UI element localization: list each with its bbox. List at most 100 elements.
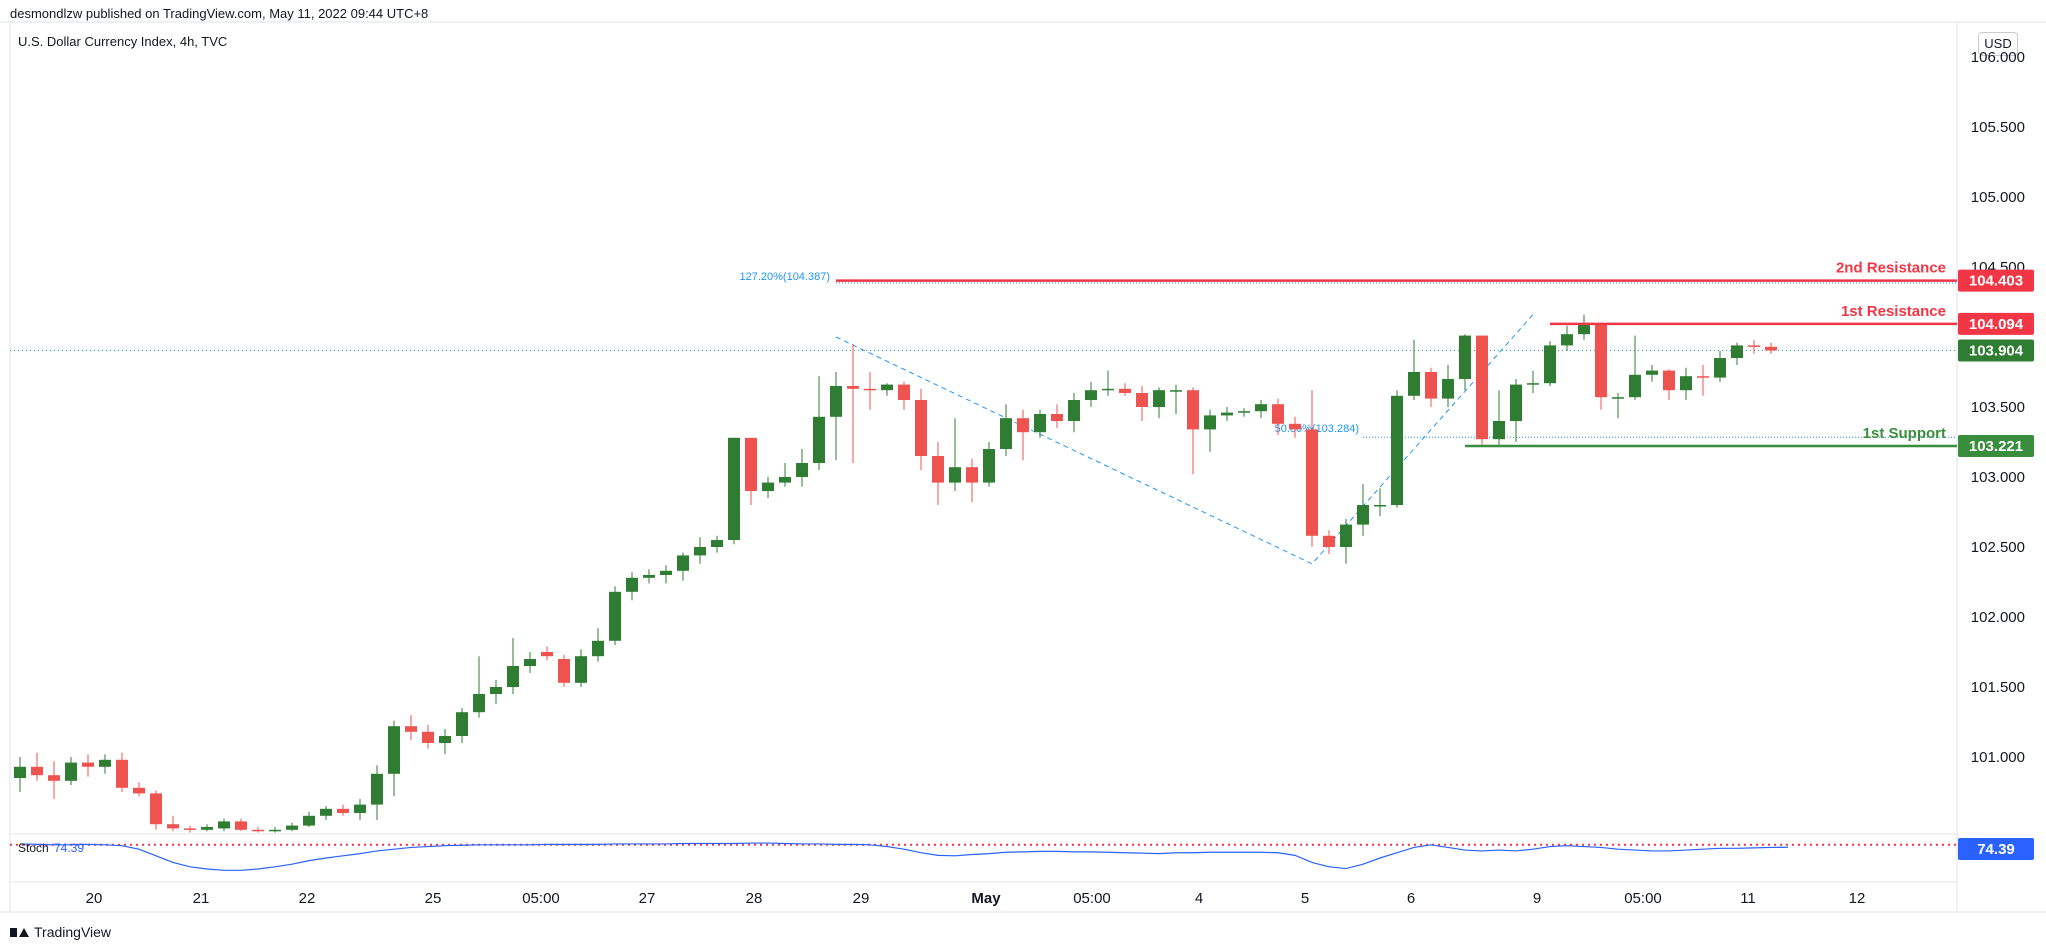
svg-text:74.39: 74.39 [54, 841, 84, 855]
svg-text:103.221: 103.221 [1969, 438, 2023, 455]
candle [1102, 370, 1114, 396]
time-tick: 22 [299, 890, 316, 907]
candle [218, 818, 230, 832]
tradingview-logo-icon [10, 926, 29, 938]
candle [1136, 386, 1148, 421]
tradingview-footer: TradingView [10, 924, 111, 940]
svg-text:104.403: 104.403 [1969, 273, 2023, 290]
svg-text:105.000: 105.000 [1971, 189, 2025, 206]
candle [1323, 530, 1335, 554]
candle [116, 752, 128, 792]
candle [99, 754, 111, 774]
level-1st-support: 1st Support 103.221 [1465, 425, 2034, 458]
stoch-value-tag: 74.39 [1958, 838, 2034, 860]
candle [541, 646, 553, 661]
candle [643, 569, 655, 584]
currency-button[interactable]: USD [1978, 32, 2018, 56]
candles-group [14, 314, 1777, 833]
candle [1221, 407, 1233, 421]
candle [1170, 384, 1182, 414]
price-axis: 106.000105.500105.000104.500103.500103.0… [1971, 49, 2025, 766]
price-tick: 103.000 [1971, 469, 2025, 486]
candle [184, 825, 196, 833]
level-2nd-resistance: 2nd Resistance 104.403 [836, 260, 2034, 292]
candle [626, 572, 638, 601]
price-tick: 106.000 [1971, 49, 2025, 66]
level-1st-resistance: 1st Resistance 104.094 [1550, 303, 2034, 335]
candle [915, 388, 927, 470]
candle [422, 724, 434, 749]
svg-text:4: 4 [1195, 890, 1203, 907]
candle [1748, 339, 1760, 354]
candle [1034, 409, 1046, 438]
candle [1714, 351, 1726, 382]
candle [592, 628, 604, 662]
candle [1255, 400, 1267, 419]
candle [1629, 335, 1641, 400]
candle [1000, 404, 1012, 456]
candle [745, 437, 757, 505]
candle [1425, 367, 1437, 407]
svg-text:11: 11 [1740, 890, 1756, 907]
svg-text:127.20%(104.387): 127.20%(104.387) [739, 271, 830, 283]
support-resistance-levels: 2nd Resistance 104.403 1st Resistance 104.0… [836, 260, 2034, 458]
svg-text:05:00: 05:00 [522, 890, 560, 907]
svg-text:05:00: 05:00 [1624, 890, 1662, 907]
fibonacci-drawing: 127.20%(104.387) 50.00%(103.284) [10, 271, 1957, 565]
svg-text:20: 20 [86, 890, 103, 907]
candle [1765, 342, 1777, 354]
time-tick: 6 [1407, 890, 1415, 907]
svg-text:106.000: 106.000 [1971, 49, 2025, 66]
candle [1578, 314, 1590, 340]
candle [1374, 488, 1386, 517]
candle [405, 715, 417, 741]
stochastic-pane: Stoch 74.39 74.39 [10, 838, 2034, 871]
svg-text:1st Support: 1st Support [1863, 425, 1946, 442]
publisher-info: desmondlzw published on TradingView.com,… [10, 6, 429, 21]
candle [82, 754, 94, 777]
time-tick: 20 [86, 890, 103, 907]
time-tick: 12 [1849, 890, 1866, 907]
svg-text:103.500: 103.500 [1971, 399, 2025, 416]
time-tick: 25 [425, 890, 442, 907]
svg-text:1st Resistance: 1st Resistance [1841, 303, 1946, 320]
candle [439, 729, 451, 755]
price-tick: 101.500 [1971, 679, 2025, 696]
svg-text:29: 29 [853, 890, 870, 907]
candle [167, 815, 179, 832]
candle [31, 752, 43, 781]
time-tick: 9 [1533, 890, 1541, 907]
candle [354, 799, 366, 820]
candle [711, 535, 723, 553]
candle [1493, 390, 1505, 447]
candle [966, 458, 978, 503]
stoch-line [19, 842, 1789, 871]
candle [728, 437, 740, 545]
candle [269, 827, 281, 833]
svg-text:27: 27 [639, 890, 656, 907]
candle [1510, 379, 1522, 442]
candle [575, 649, 587, 687]
candle [507, 638, 519, 694]
fib-level: 127.20%(104.387) [739, 271, 1957, 284]
candle [609, 586, 621, 645]
candle [1680, 367, 1692, 400]
svg-text:Stoch: Stoch [18, 841, 49, 855]
candle [1340, 519, 1352, 564]
candle [286, 822, 298, 832]
candle [1238, 408, 1250, 417]
svg-text:12: 12 [1849, 890, 1866, 907]
candle [983, 442, 995, 487]
candle [898, 381, 910, 410]
candle [201, 824, 213, 832]
svg-text:101.500: 101.500 [1971, 679, 2025, 696]
svg-text:5: 5 [1301, 890, 1309, 907]
candle [65, 757, 77, 785]
candle [1646, 365, 1658, 382]
candle [371, 765, 383, 820]
svg-text:22: 22 [299, 890, 316, 907]
svg-text:103.904: 103.904 [1969, 342, 2024, 359]
candle [881, 383, 893, 396]
candle [252, 827, 264, 833]
